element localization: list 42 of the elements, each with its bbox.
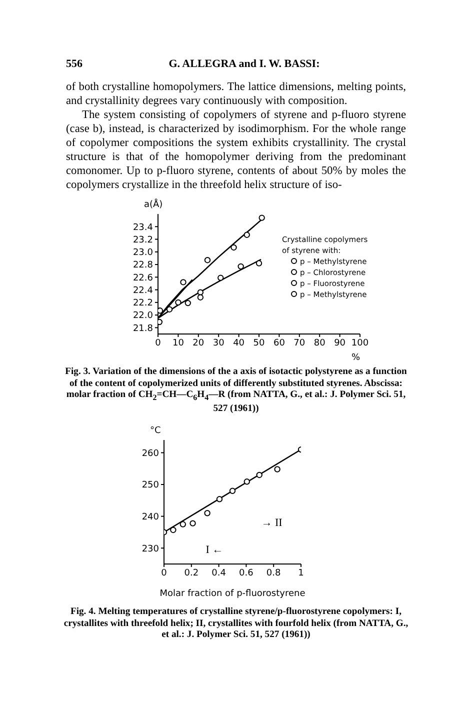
x-tick-label: 10 <box>172 338 184 348</box>
x-tick-label: 0.8 <box>266 568 282 578</box>
y-tick-label: 22.0 <box>132 311 154 322</box>
y-axis-title: a(Å) <box>144 200 163 210</box>
y-tick-label: 23.0 <box>132 248 154 258</box>
x-tick-label: 30 <box>212 338 225 348</box>
annotation: I ← <box>206 544 224 556</box>
y-tick-label: 22.4 <box>132 286 154 296</box>
y-tick-label: 250 <box>142 480 160 491</box>
x-tick-label: 0 <box>155 338 162 348</box>
x-tick-label: 0.4 <box>212 568 226 578</box>
x-tick-label: 70 <box>294 338 306 348</box>
text: G. ALLEGRA and I. W. BASSI: <box>168 58 321 70</box>
y-tick-label: 240 <box>142 512 160 523</box>
y-tick-label: 22.2 <box>132 298 153 309</box>
text: of both crystalline homopolymers. The lattice dimensions, melting points, and crystallinity degrees vary continuously with composition. <box>66 80 406 108</box>
x-tick-label: 0.2 <box>184 568 199 578</box>
annotation: → II <box>261 517 282 530</box>
x-tick-label: 80 <box>314 338 326 348</box>
y-tick-label: 23.4 <box>132 222 154 233</box>
x-tick-label: 60 <box>273 338 286 348</box>
x-tick-label: 90 <box>334 338 346 348</box>
y-tick-label: 260 <box>142 448 160 459</box>
x-tick-label: 20 <box>192 338 204 348</box>
y-tick-label: 23.2 <box>132 235 153 246</box>
x-axis-title: Molar fraction of p-fluorostyrene <box>160 589 306 599</box>
x-tick-label: 0 <box>161 568 168 578</box>
y-axis-title: °C <box>150 426 161 436</box>
x-axis-title: % <box>351 353 360 363</box>
y-tick-label: 21.8 <box>132 324 154 334</box>
text: 556 <box>66 58 82 70</box>
x-tick-label: 40 <box>233 338 245 348</box>
y-tick-label: 22.6 <box>132 273 154 284</box>
y-tick-label: 22.8 <box>132 260 154 271</box>
x-tick-label: 100 <box>351 338 369 348</box>
text: Fig. 3. Variation of the dimensions of the a axis of isotactic polystyrene as a function of the content of copolymerized units of differently substituted styrenes. Abscissa: molar fraction of CH$_{2}$=CH—C$_{6}$H$_{4}$—R (from NATTA, G., et al.: J. Polymer Sci. 51, 527 (1961)) <box>65 366 407 414</box>
x-tick-label: 1 <box>298 568 304 578</box>
y-tick-label: 230 <box>142 544 160 554</box>
x-tick-label: 50 <box>253 338 265 348</box>
x-tick-label: 0.6 <box>239 568 254 578</box>
text: The system consisting of copolymers of styrene and p-fluoro styrene (case b), instead, is characterized by isodimorphism. For the whole range of copolymer compositions the system exhibits crystallinity. The crystal structure is that of the homopolymer deriving from the predominant comonomer. Up to p-fluoro styrene, contents of about 50% by moles the copolymers crystallize in the threefold helix structure of iso- <box>66 108 406 192</box>
caption: Fig. 4. Melting temperatures of crystalline styrene/p-fluorostyrene copolymers: I, crystallites with threefold helix; II, crystallites with fourfold helix (from NATTA, G., et al.: J. Polymer Sci. 51, 527 (1961)) <box>62 606 410 640</box>
